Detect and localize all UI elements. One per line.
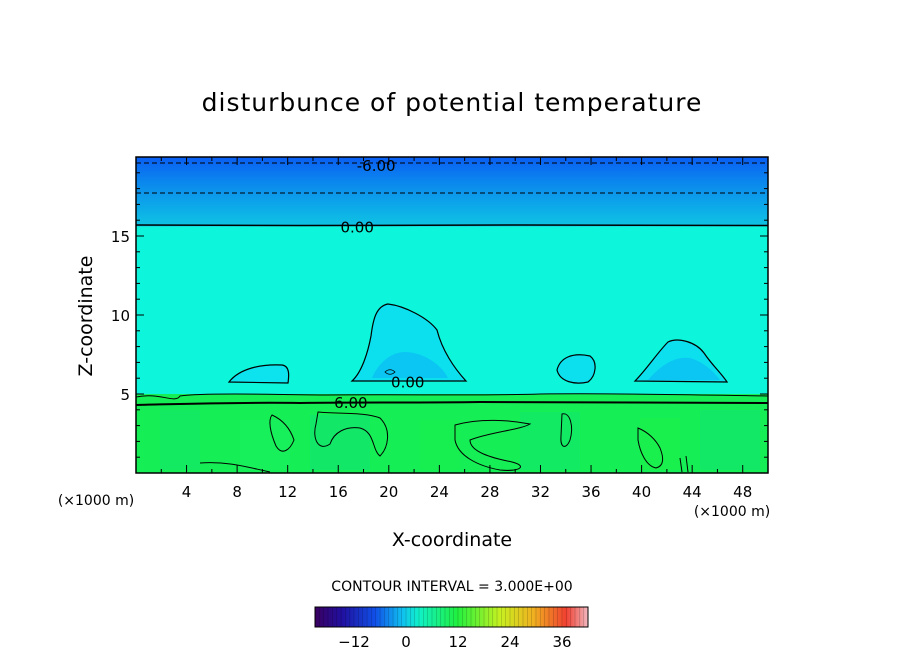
y-tick-label: 10 <box>111 307 130 325</box>
contour-label: 0.00 <box>340 219 373 237</box>
convective-cells <box>229 304 727 384</box>
contour-nine-g <box>679 455 689 473</box>
upper-layer-field <box>136 157 768 227</box>
colorbar-tick-label: 24 <box>500 633 519 651</box>
contour-nine-a <box>269 414 295 452</box>
contour-nine-e <box>560 413 573 447</box>
cell-b <box>352 304 466 381</box>
x-tick-label: 24 <box>430 483 449 501</box>
x-tick-label: 32 <box>531 483 550 501</box>
chart-title: disturbunce of potential temperature <box>201 88 703 117</box>
cell-c <box>557 354 596 384</box>
cell-b-core <box>372 352 448 378</box>
contour-interval-text: CONTOUR INTERVAL = 3.000E+00 <box>331 579 572 595</box>
contour-label: 0.00 <box>391 373 424 391</box>
x-tick-label: 16 <box>329 483 348 501</box>
x-axis-ticks: 4 8 12 16 20 24 28 32 36 40 44 48 <box>160 157 752 501</box>
x-tick-label: 12 <box>278 483 297 501</box>
contour-six <box>136 400 768 406</box>
contour-label-group: -6.00 0.00 0.00 6.00 <box>334 157 424 412</box>
y-tick-label: 5 <box>120 386 130 404</box>
contour-zero-cell-c <box>556 354 596 384</box>
x-tick-label: 44 <box>683 483 702 501</box>
contour-lines <box>136 162 768 473</box>
x-unit-label: (×1000 m) <box>694 504 770 520</box>
cell-d-core <box>648 357 720 380</box>
colorbar-frame <box>314 606 589 628</box>
contour-zero-cell-b <box>350 303 468 382</box>
contour-nine-f <box>637 427 664 469</box>
contour-small-cell <box>384 369 396 375</box>
colorbar-tick-label: 0 <box>401 633 411 651</box>
x-tick-label: 40 <box>632 483 651 501</box>
contour-nine-b <box>314 411 388 457</box>
x-axis-label: X-coordinate <box>392 529 512 551</box>
colorbar-tick-label: 12 <box>448 633 467 651</box>
y-unit-label: (×1000 m) <box>58 493 134 509</box>
colorbar-gradient <box>315 607 588 627</box>
lower-layer-texture <box>160 410 760 470</box>
colorbar-ticks: −12 0 12 24 36 <box>338 633 571 651</box>
contour-three <box>136 393 768 400</box>
y-tick-label: 15 <box>111 228 130 246</box>
contour-label: -6.00 <box>357 157 396 175</box>
x-tick-label: 28 <box>480 483 499 501</box>
cell-a <box>229 364 289 383</box>
contour-label: 6.00 <box>334 394 367 412</box>
colorbar-tick-label: 36 <box>552 633 571 651</box>
contour-zero-cell-a <box>227 364 290 384</box>
contour-nine-d <box>454 419 532 471</box>
x-tick-label: 8 <box>232 483 242 501</box>
x-tick-label: 20 <box>379 483 398 501</box>
colorbar: −12 0 12 24 36 <box>314 606 589 651</box>
colorbar-tick-label: −12 <box>338 633 370 651</box>
x-tick-label: 48 <box>733 483 752 501</box>
contour-zero-cell-d <box>633 339 729 383</box>
contour-zero-upper <box>136 224 768 227</box>
x-tick-label: 4 <box>182 483 192 501</box>
contour-nine-c <box>199 462 271 473</box>
y-axis-label: Z-coordinate <box>75 256 97 377</box>
y-axis-ticks: 5 10 15 <box>111 172 768 458</box>
x-tick-label: 36 <box>581 483 600 501</box>
